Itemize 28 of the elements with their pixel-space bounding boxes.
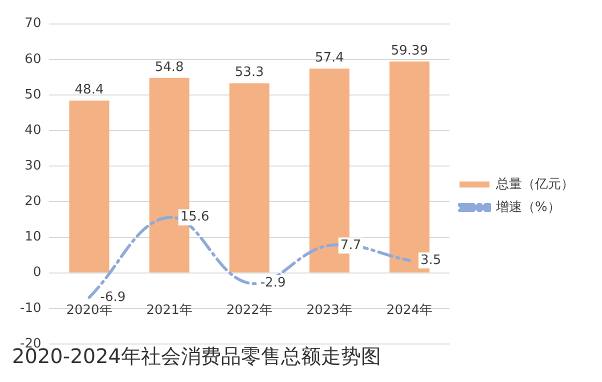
- legend-label: 总量（亿元）: [495, 176, 574, 192]
- data-label: 57.4: [314, 50, 344, 66]
- y-tick-label: 10: [24, 230, 42, 245]
- data-label: 7.7: [340, 238, 362, 253]
- y-tick-label: 60: [24, 52, 42, 67]
- data-label: 15.6: [180, 210, 210, 225]
- data-label: 3.5: [420, 252, 442, 268]
- y-tick-label: -10: [20, 300, 42, 316]
- y-tick-label: 70: [24, 16, 42, 32]
- data-label: 48.4: [74, 82, 104, 98]
- bar: [69, 100, 110, 272]
- x-tick-label: 2024年: [386, 303, 433, 318]
- bar: [229, 83, 270, 272]
- x-tick-label: 2022年: [226, 303, 272, 318]
- legend-label: 增速（%）: [495, 200, 560, 215]
- x-tick-label: 2023年: [306, 303, 352, 318]
- y-tick-label: 30: [24, 158, 42, 174]
- data-label: -6.9: [100, 290, 126, 305]
- y-tick-label: 0: [32, 265, 42, 280]
- data-label: 53.3: [234, 65, 264, 80]
- x-tick-label: 2020年: [66, 303, 112, 318]
- data-label: -2.9: [260, 276, 286, 291]
- data-label: 59.39: [390, 43, 428, 58]
- y-tick-label: 40: [24, 122, 42, 138]
- data-label: 54.8: [154, 60, 184, 75]
- x-tick-label: 2021年: [146, 303, 192, 318]
- y-tick-label: 50: [24, 87, 42, 102]
- y-tick-label: 20: [24, 194, 42, 210]
